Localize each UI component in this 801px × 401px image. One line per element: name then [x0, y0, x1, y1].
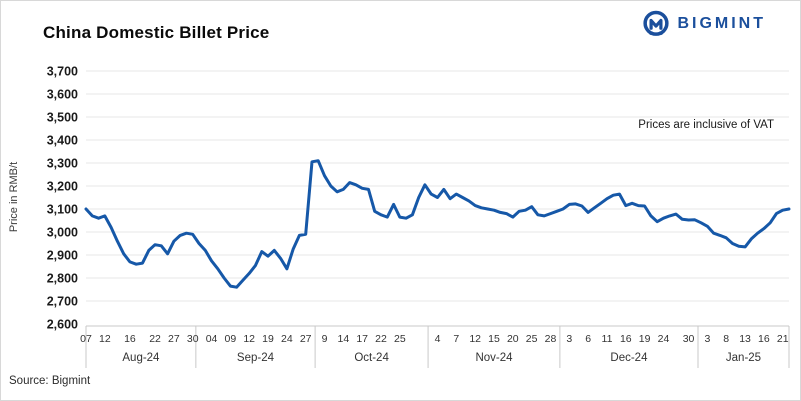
y-tick-label: 3,300 — [47, 157, 78, 171]
day-tick-label: 25 — [394, 333, 406, 345]
day-tick-label: 7 — [453, 333, 459, 345]
y-tick-label: 3,400 — [47, 134, 78, 148]
price-series-line — [84, 159, 791, 289]
day-tick-label: 24 — [281, 333, 293, 345]
day-tick-label: 6 — [585, 333, 591, 345]
day-tick-label: 30 — [187, 333, 199, 345]
day-tick-label: 25 — [526, 333, 538, 345]
day-tick-label: 8 — [723, 333, 729, 345]
y-tick-label: 2,600 — [47, 318, 78, 332]
day-tick-label: 16 — [124, 333, 136, 345]
source-note: Source: Bigmint — [9, 375, 91, 387]
day-tick-label: 22 — [149, 333, 161, 345]
y-tick-label: 3,500 — [47, 111, 78, 125]
bigmint-logo-icon — [642, 10, 670, 38]
day-tick-label: 19 — [262, 333, 274, 345]
month-label: Jan-25 — [726, 352, 761, 364]
day-tick-label: 15 — [488, 333, 500, 345]
day-tick-label: 24 — [658, 333, 670, 345]
day-tick-label: 14 — [338, 333, 350, 345]
day-tick-label: 19 — [639, 333, 651, 345]
y-tick-label: 2,800 — [47, 272, 78, 286]
month-label: Dec-24 — [610, 352, 648, 364]
day-tick-label: 3 — [704, 333, 710, 345]
y-axis-title: Price in RMB/t — [8, 161, 20, 233]
month-label: Oct-24 — [354, 352, 389, 364]
day-tick-label: 12 — [99, 333, 111, 345]
month-label: Sep-24 — [237, 352, 275, 364]
day-tick-label: 04 — [206, 333, 218, 345]
day-tick-label: 30 — [683, 333, 695, 345]
day-tick-label: 28 — [545, 333, 557, 345]
day-tick-label: 11 — [602, 333, 613, 345]
chart-title: China Domestic Billet Price — [43, 23, 270, 42]
day-tick-label: 17 — [356, 333, 368, 345]
day-tick-label: 12 — [469, 333, 481, 345]
y-tick-label: 2,700 — [47, 295, 78, 309]
day-tick-label: 16 — [620, 333, 632, 345]
day-tick-label: 09 — [225, 333, 237, 345]
y-tick-label: 3,700 — [47, 65, 78, 79]
day-tick-label: 12 — [243, 333, 255, 345]
brand-name: BIGMINT — [677, 15, 766, 32]
day-tick-label: 07 — [80, 333, 92, 345]
day-tick-label: 20 — [507, 333, 519, 345]
month-label: Nov-24 — [475, 352, 513, 364]
day-tick-label: 3 — [566, 333, 572, 345]
month-label: Aug-24 — [122, 352, 160, 364]
day-tick-label: 9 — [322, 333, 328, 345]
day-tick-label: 4 — [435, 333, 441, 345]
vat-annotation: Prices are inclusive of VAT — [638, 119, 774, 131]
y-tick-label: 3,000 — [47, 226, 78, 240]
y-tick-label: 3,100 — [47, 203, 78, 217]
day-tick-label: 16 — [758, 333, 770, 345]
day-tick-label: 27 — [300, 333, 312, 345]
day-tick-label: 27 — [168, 333, 180, 345]
y-tick-label: 3,200 — [47, 180, 78, 194]
y-tick-label: 3,600 — [47, 88, 78, 102]
brand-logo: BIGMINT — [642, 10, 766, 38]
y-tick-label: 2,900 — [47, 249, 78, 263]
day-tick-label: 13 — [739, 333, 751, 345]
day-tick-label: 22 — [375, 333, 387, 345]
day-tick-label: 21 — [777, 333, 789, 345]
